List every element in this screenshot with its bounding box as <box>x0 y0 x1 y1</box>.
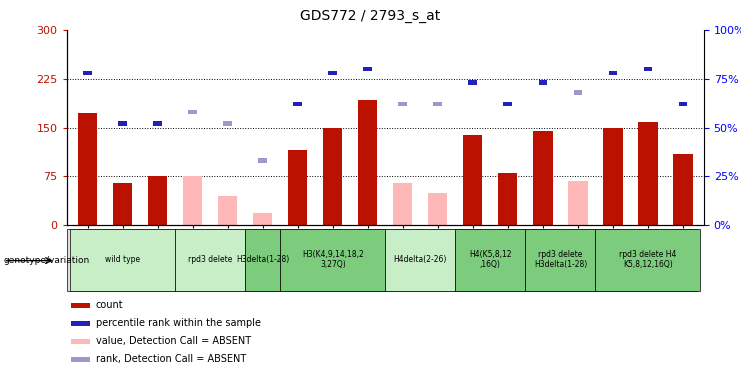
Bar <box>259 158 268 163</box>
Bar <box>280 229 385 291</box>
Text: count: count <box>96 300 123 310</box>
Bar <box>78 113 97 225</box>
Text: GDS772 / 2793_s_at: GDS772 / 2793_s_at <box>300 9 441 23</box>
Text: rpd3 delete
H3delta(1-28): rpd3 delete H3delta(1-28) <box>534 250 587 269</box>
Bar <box>463 135 482 225</box>
Text: H3delta(1-28): H3delta(1-28) <box>236 255 290 264</box>
Text: rpd3 delete H4
K5,8,12,16Q): rpd3 delete H4 K5,8,12,16Q) <box>619 250 677 269</box>
Bar <box>643 67 652 71</box>
Bar <box>71 321 90 326</box>
Bar <box>245 229 280 291</box>
Bar <box>119 122 127 126</box>
Text: H3(K4,9,14,18,2
3,27Q): H3(K4,9,14,18,2 3,27Q) <box>302 250 364 269</box>
Bar <box>428 192 448 225</box>
Text: percentile rank within the sample: percentile rank within the sample <box>96 318 261 328</box>
Bar <box>183 176 202 225</box>
Bar <box>525 229 596 291</box>
Bar <box>293 102 302 106</box>
Bar <box>113 183 133 225</box>
Bar <box>534 131 553 225</box>
Bar <box>363 67 372 71</box>
Bar <box>679 102 688 106</box>
Bar <box>358 100 377 225</box>
Bar <box>603 128 622 225</box>
Text: wild type: wild type <box>105 255 140 264</box>
Bar <box>223 122 232 126</box>
Text: genotype/variation: genotype/variation <box>4 256 90 265</box>
Bar <box>323 128 342 225</box>
Text: H4(K5,8,12
,16Q): H4(K5,8,12 ,16Q) <box>469 250 511 269</box>
Text: rank, Detection Call = ABSENT: rank, Detection Call = ABSENT <box>96 354 246 364</box>
Bar <box>393 183 413 225</box>
Bar <box>539 80 548 85</box>
Bar <box>638 122 657 225</box>
Bar <box>503 102 512 106</box>
Bar <box>385 229 456 291</box>
Bar <box>148 176 167 225</box>
Text: H4delta(2-26): H4delta(2-26) <box>393 255 447 264</box>
Bar <box>253 213 273 225</box>
Bar <box>399 102 408 106</box>
Bar <box>328 70 337 75</box>
Bar <box>608 70 617 75</box>
Bar <box>574 90 582 94</box>
Bar <box>218 196 237 225</box>
Bar <box>153 122 162 126</box>
Bar <box>71 339 90 344</box>
Bar <box>433 102 442 106</box>
Bar <box>498 173 517 225</box>
Bar <box>596 229 700 291</box>
Bar <box>175 229 245 291</box>
Bar <box>70 229 175 291</box>
Bar <box>83 70 92 75</box>
Bar <box>456 229 525 291</box>
Bar <box>288 150 308 225</box>
Bar <box>71 357 90 362</box>
Bar <box>568 181 588 225</box>
Text: value, Detection Call = ABSENT: value, Detection Call = ABSENT <box>96 336 250 346</box>
Bar <box>468 80 477 85</box>
Bar <box>71 303 90 308</box>
Text: rpd3 delete: rpd3 delete <box>188 255 233 264</box>
Bar <box>188 110 197 114</box>
Bar <box>674 153 693 225</box>
